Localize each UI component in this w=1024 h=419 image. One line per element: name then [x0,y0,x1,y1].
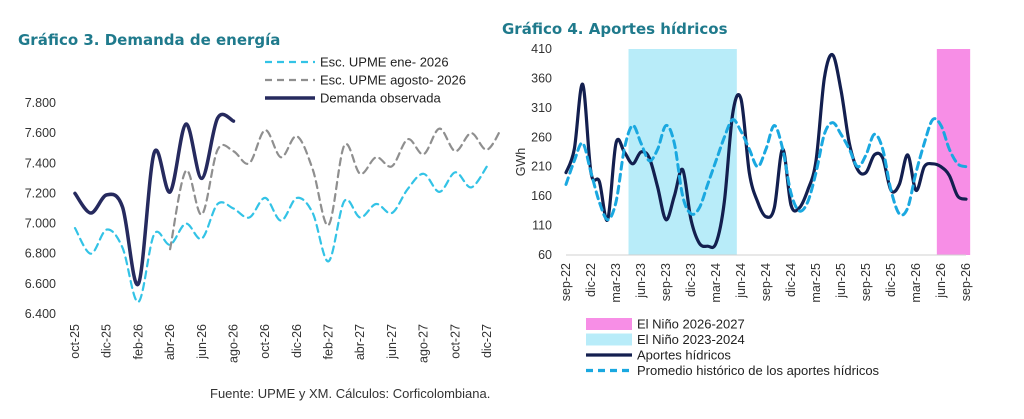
x-tick-label: jun-24 [734,263,748,299]
x-tick-label: oct-25 [68,324,82,359]
x-tick-label: jun-26 [195,324,209,360]
y-tick-label: 410 [531,42,552,56]
x-tick-label: sep-25 [859,263,873,301]
source-note: Fuente: UPME y XM. Cálculos: Corficolomb… [210,386,491,401]
shaded-period-0 [936,49,971,255]
x-tick-label: mar-23 [609,263,623,303]
chart-title: Gráfico 3. Demanda de energía [18,31,280,49]
legend-label: Esc. UPME ene- 2026 [320,55,449,70]
legend-swatch [586,333,632,346]
x-tick-label: oct-27 [448,324,462,359]
x-tick-label: dic-23 [684,263,698,297]
y-tick-label: 7.800 [25,96,56,110]
series-line-0 [564,53,968,250]
x-tick-label: abr-26 [163,324,177,360]
x-tick-label: feb-27 [322,324,336,359]
legend-label: El Niño 2026-2027 [637,317,745,332]
y-tick-label: 360 [531,71,552,85]
y-tick-label: 7.200 [25,186,56,200]
x-tick-label: mar-24 [709,263,723,303]
x-tick-label: jun-25 [834,263,848,299]
legend-swatch [586,318,632,330]
energy-demand-chart: Gráfico 3. Demanda de energía 6.400 6.600… [18,31,500,363]
x-tick-label: ago-26 [226,324,240,363]
y-tick-label: 7.600 [25,126,56,140]
y-tick-label: 260 [531,130,552,144]
series-line-1 [169,127,500,251]
x-tick-label: oct-26 [258,324,272,359]
legend-label: Promedio histórico de los aportes hídric… [637,363,880,378]
x-tick-label: sep-24 [759,263,773,301]
x-tick-label: sep-26 [959,263,973,301]
y-tick-label: 160 [531,189,552,203]
y-tick-label: 7.400 [25,156,56,170]
y-tick-label: 7.000 [25,217,56,231]
x-tick-label: abr-27 [353,324,367,360]
x-tick-label: jun-23 [634,263,648,299]
series-line-2 [73,112,236,287]
x-tick-label: dic-24 [784,263,798,297]
x-tick-label: dic-25 [100,324,114,358]
y-tick-label: 6.600 [25,277,56,291]
x-tick-label: ago-27 [417,324,431,363]
y-axis-label: GWh [514,148,528,177]
x-tick-label: dic-25 [884,263,898,297]
chart-title: Gráfico 4. Aportes hídricos [502,20,728,38]
x-tick-label: jun-27 [385,324,399,360]
legend-label: El Niño 2023-2024 [637,332,745,347]
y-tick-label: 6.800 [25,247,56,261]
x-tick-label: dic-26 [290,324,304,358]
series-line-0 [73,165,489,304]
series-line-1 [564,117,968,222]
legend-label: Esc. UPME agosto- 2026 [320,73,466,88]
x-tick-label: jun-26 [934,263,948,299]
y-tick-label: 210 [531,160,552,174]
legend-label: Demanda observada [320,91,441,106]
water-inflows-chart: Gráfico 4. Aportes hídricos 60 110 160 210 2… [502,20,973,378]
x-tick-label: sep-23 [659,263,673,301]
x-tick-label: dic-27 [480,324,494,358]
legend-label: Aportes hídricos [637,348,731,363]
x-tick-label: mar-26 [909,263,923,303]
y-tick-label: 60 [538,248,552,262]
x-tick-label: dic-22 [584,263,598,297]
y-tick-label: 6.400 [25,307,56,321]
x-tick-label: mar-25 [809,263,823,303]
y-tick-label: 110 [532,219,552,233]
x-tick-label: feb-26 [131,324,145,359]
y-tick-label: 310 [531,101,552,115]
x-tick-label: sep-22 [559,263,573,301]
